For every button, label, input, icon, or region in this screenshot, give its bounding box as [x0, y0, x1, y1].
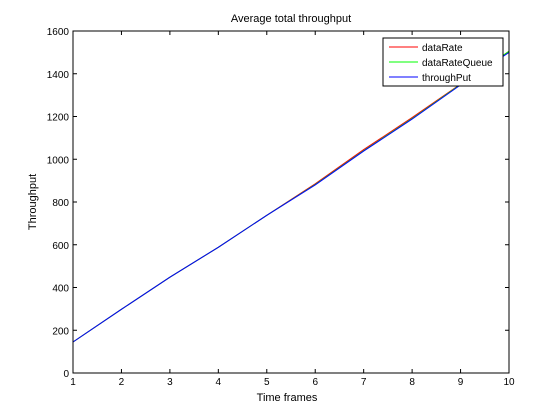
x-axis-label: Time frames: [257, 392, 318, 404]
y-tick-label: 200: [52, 326, 69, 337]
x-tick-label: 5: [264, 377, 270, 388]
y-tick-label: 600: [52, 241, 69, 252]
y-tick-label: 400: [52, 284, 69, 295]
y-tick-label: 800: [52, 198, 69, 209]
x-tick-label: 1: [70, 377, 76, 388]
plot-lines: [72, 50, 510, 343]
legend-label: dataRateQueue: [422, 58, 493, 69]
x-tick-label: 4: [216, 377, 222, 388]
x-tick-label: 6: [312, 377, 318, 388]
y-tick-label: 1600: [47, 27, 70, 38]
chart-title: Average total throughput: [231, 13, 351, 25]
x-axis: 1 2 3 4 5 6 7 8 9 10: [70, 31, 515, 388]
y-tick-label: 1400: [47, 70, 70, 81]
y-tick-label: 0: [63, 369, 69, 380]
legend: dataRate dataRateQueue throughPut: [382, 37, 504, 87]
x-tick-label: 7: [361, 377, 367, 388]
x-tick-label: 3: [167, 377, 173, 388]
x-tick-label: 9: [458, 377, 464, 388]
y-tick-label: 1000: [47, 155, 70, 166]
legend-label: throughPut: [422, 73, 471, 84]
series-line-throughPut: [72, 51, 510, 343]
y-axis: 0 200 400 600 800 1000 1200 1400 1600: [47, 27, 509, 380]
x-tick-label: 10: [503, 377, 515, 388]
x-tick-label: 2: [119, 377, 125, 388]
y-axis-label: Throughput: [27, 174, 39, 230]
y-tick-label: 1200: [47, 113, 70, 124]
legend-label: dataRate: [422, 43, 463, 54]
x-tick-label: 8: [409, 377, 415, 388]
